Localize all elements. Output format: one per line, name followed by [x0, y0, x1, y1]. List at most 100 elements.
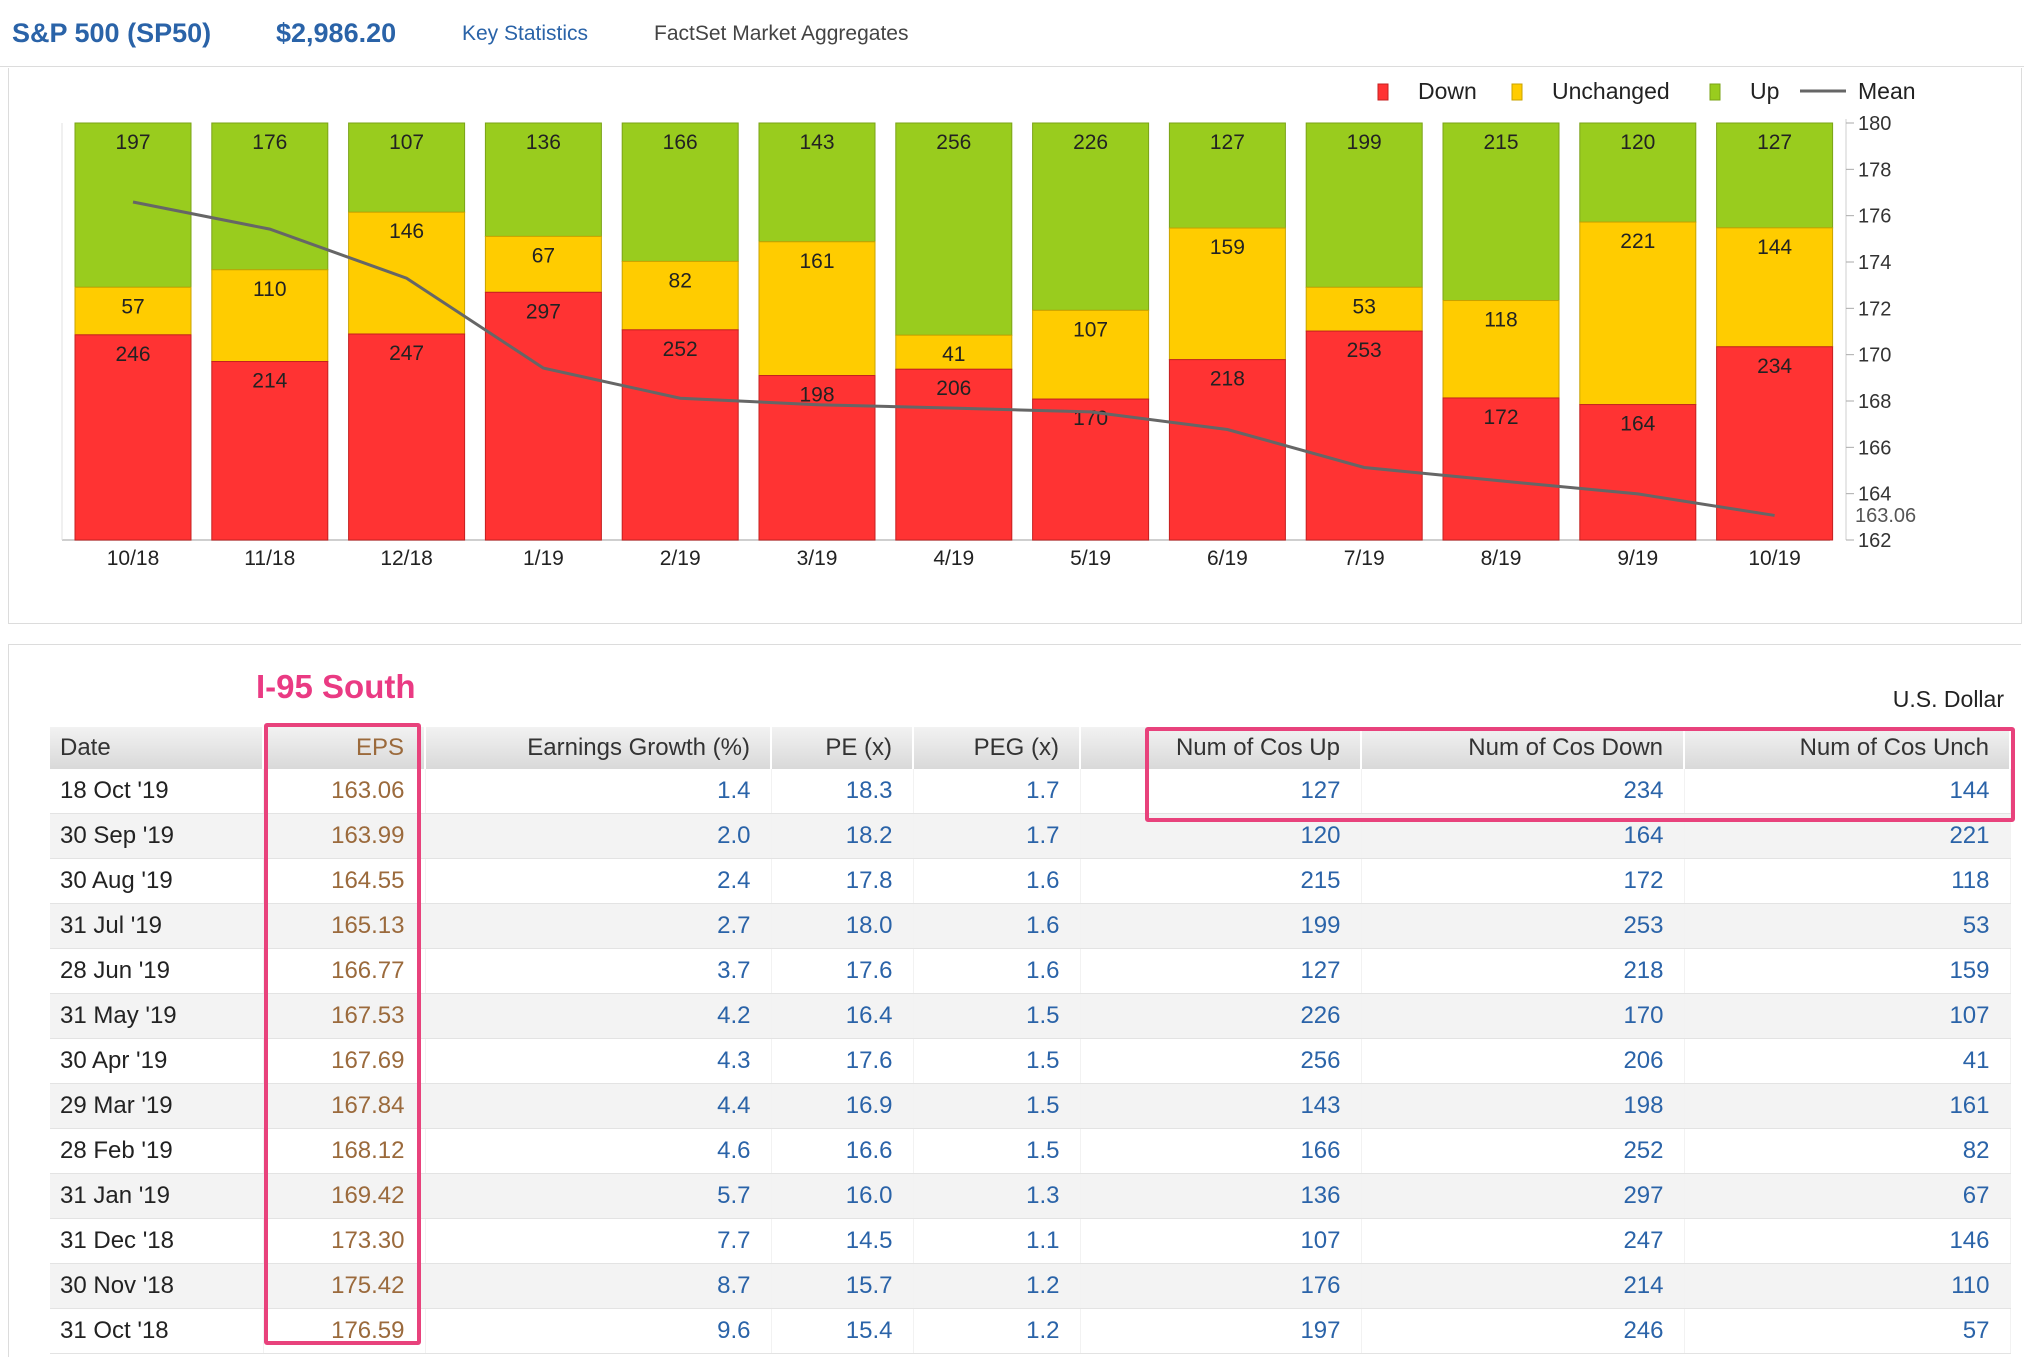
cell-eps: 163.99	[263, 813, 426, 859]
bar-up	[484, 122, 602, 237]
cell-eps: 175.42	[263, 1263, 426, 1309]
table-row: 28 Jun '19 166.77 3.7 17.6 1.6 127 218 159	[50, 948, 2011, 994]
table-row: 30 Apr '19 167.69 4.3 17.6 1.5 256 206 41	[50, 1038, 2011, 1084]
cell-peg: 1.5	[913, 1083, 1081, 1129]
data-label-unchanged: 67	[532, 244, 555, 267]
data-label-down: 234	[1757, 355, 1792, 378]
table-row: 28 Feb '19 168.12 4.6 16.6 1.5 166 252 82	[50, 1128, 2011, 1174]
bar-unchanged	[1579, 221, 1697, 406]
cell-cos-up: 143	[1080, 1083, 1362, 1129]
cell-cos-unch: 146	[1684, 1218, 2011, 1264]
currency-label: U.S. Dollar	[1892, 686, 2004, 712]
annotation-label: I-95 South	[256, 668, 416, 705]
cell-pe: 17.6	[771, 1038, 914, 1084]
cell-date: 30 Sep '19	[50, 813, 264, 859]
cell-cos-down: 253	[1361, 903, 1685, 949]
table-row: 29 Mar '19 167.84 4.4 16.9 1.5 143 198 161	[50, 1083, 2011, 1129]
cell-cos-down: 214	[1361, 1263, 1685, 1309]
col-header-cos-unch[interactable]: Num of Cos Unch	[1684, 727, 2011, 769]
eps-data-table: Date EPS Earnings Growth (%) PE (x) PEG …	[50, 727, 2011, 1354]
cell-eps: 167.69	[263, 1038, 426, 1084]
col-header-cos-up[interactable]: Num of Cos Up	[1080, 727, 1362, 769]
cell-pe: 18.3	[771, 769, 914, 814]
data-label-unchanged: 146	[389, 220, 424, 243]
table-row: 31 Dec '18 173.30 7.7 14.5 1.1 107 247 146	[50, 1218, 2011, 1264]
cell-cos-unch: 159	[1684, 948, 2011, 994]
cell-cos-down: 198	[1361, 1083, 1685, 1129]
cell-earnings-growth: 9.6	[425, 1308, 772, 1354]
mean-last-label: 163.06	[1855, 505, 1916, 527]
data-label-unchanged: 159	[1210, 236, 1245, 259]
cell-cos-down: 234	[1361, 769, 1685, 814]
data-label-down: 206	[936, 377, 971, 400]
cell-eps: 167.84	[263, 1083, 426, 1129]
x-tick-label: 6/19	[1207, 547, 1248, 570]
bar-down	[1032, 398, 1150, 541]
data-label-down: 214	[252, 370, 287, 393]
bar-unchanged	[621, 260, 739, 331]
cell-cos-unch: 221	[1684, 813, 2011, 859]
mean-line	[132, 200, 1775, 517]
cell-eps: 163.06	[263, 769, 426, 814]
ticker-title[interactable]: S&P 500 (SP50)	[12, 18, 212, 48]
col-header-cos-down[interactable]: Num of Cos Down	[1361, 727, 1685, 769]
cell-eps: 164.55	[263, 858, 426, 904]
key-statistics-link[interactable]: Key Statistics	[462, 22, 589, 45]
cell-cos-unch: 53	[1684, 903, 2011, 949]
table-row: 31 Jul '19 165.13 2.7 18.0 1.6 199 253 53	[50, 903, 2011, 949]
data-label-up: 136	[526, 131, 561, 154]
col-header-earnings-growth[interactable]: Earnings Growth (%)	[425, 727, 772, 769]
x-tick-label: 11/18	[244, 547, 295, 570]
cell-pe: 15.7	[771, 1263, 914, 1309]
col-header-pe[interactable]: PE (x)	[771, 727, 914, 769]
data-label-unchanged: 53	[1353, 295, 1376, 318]
data-label-up: 226	[1073, 131, 1108, 154]
data-label-down: 198	[799, 384, 834, 407]
cell-cos-down: 206	[1361, 1038, 1685, 1084]
bar-up	[758, 122, 876, 243]
cell-peg: 1.6	[913, 948, 1081, 994]
cell-pe: 18.2	[771, 813, 914, 859]
bar-unchanged	[895, 334, 1013, 370]
bar-down	[1305, 330, 1423, 541]
y2-tick-label: 174	[1858, 252, 1891, 274]
cell-eps: 176.59	[263, 1308, 426, 1354]
data-label-up: 143	[799, 131, 834, 154]
cell-peg: 1.6	[913, 858, 1081, 904]
data-label-unchanged: 110	[253, 278, 286, 301]
col-header-eps[interactable]: EPS	[263, 727, 426, 769]
cell-date: 18 Oct '19	[50, 769, 264, 814]
y2-tick-label: 172	[1858, 298, 1891, 320]
cell-cos-down: 247	[1361, 1218, 1685, 1264]
cell-cos-down: 297	[1361, 1173, 1685, 1219]
cell-peg: 1.2	[913, 1263, 1081, 1309]
x-tick-label: 7/19	[1344, 547, 1385, 570]
cell-cos-down: 170	[1361, 993, 1685, 1039]
cell-cos-unch: 107	[1684, 993, 2011, 1039]
cell-cos-up: 197	[1080, 1308, 1362, 1354]
y2-tick-label: 176	[1858, 206, 1891, 228]
bar-unchanged	[348, 211, 466, 335]
legend-mean-label: Mean	[1858, 78, 1916, 104]
data-label-down: 297	[526, 300, 561, 323]
table-row: 30 Nov '18 175.42 8.7 15.7 1.2 176 214 110	[50, 1263, 2011, 1309]
col-header-date[interactable]: Date	[50, 727, 264, 769]
legend-down-swatch	[1377, 83, 1389, 101]
cell-earnings-growth: 2.4	[425, 858, 772, 904]
bar-up	[621, 122, 739, 262]
x-tick-label: 4/19	[933, 547, 974, 570]
eps-stacked-bar-chart: 197 57 246 10/18 176 110 214 11/18 107 146 247 12/1…	[61, 78, 1916, 570]
cell-cos-unch: 82	[1684, 1128, 2011, 1174]
cell-cos-unch: 161	[1684, 1083, 2011, 1129]
cell-peg: 1.7	[913, 813, 1081, 859]
cell-cos-up: 176	[1080, 1263, 1362, 1309]
data-label-down: 164	[1620, 413, 1655, 436]
bar-up	[1032, 122, 1150, 311]
data-label-up: 127	[1210, 131, 1245, 154]
data-label-unchanged: 82	[669, 269, 692, 292]
cell-eps: 169.42	[263, 1173, 426, 1219]
factset-aggregates-link[interactable]: FactSet Market Aggregates	[654, 22, 909, 45]
bar-up	[1579, 122, 1697, 223]
legend-unchanged-swatch	[1511, 83, 1523, 101]
col-header-peg[interactable]: PEG (x)	[913, 727, 1081, 769]
